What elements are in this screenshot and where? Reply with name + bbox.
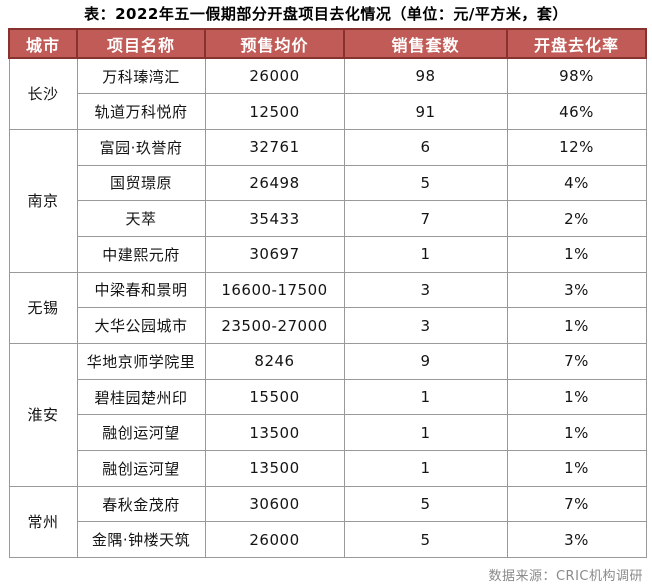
price-cell: 35433: [204, 200, 345, 237]
price-cell: 13500: [204, 450, 345, 487]
units-cell: 7: [343, 200, 508, 237]
rate-cell: 7%: [506, 343, 647, 380]
price-cell: 23500-27000: [204, 307, 345, 344]
city-cell: 南京: [8, 128, 78, 273]
table-row: 南京 富园·玖誉府 32761 6 12%: [8, 128, 647, 273]
units-cell: 5: [343, 521, 508, 559]
units-cell: 3: [343, 307, 508, 344]
table-row: 中建熙元府 30697 1 1%: [9, 235, 647, 273]
table-row: 国贸璟原 26498 5 4%: [9, 164, 647, 202]
rate-cell: 12%: [506, 128, 647, 166]
rate-cell: 1%: [506, 450, 647, 487]
units-cell: 1: [343, 450, 508, 487]
table-row: 长沙 万科瑧湾汇 26000 98 98%: [8, 57, 647, 130]
price-cell: 30697: [204, 235, 345, 273]
rate-cell: 7%: [506, 485, 647, 523]
project-name-cell: 金隅·钟楼天筑: [76, 521, 206, 559]
rate-cell: 1%: [506, 378, 647, 416]
units-cell: 3: [343, 271, 508, 309]
project-name-cell: 国贸璟原: [76, 164, 206, 202]
table-row: 无锡 中梁春和景明 16600-17500 3 3%: [8, 271, 647, 345]
price-cell: 13500: [204, 414, 345, 452]
project-name-cell: 轨道万科悦府: [76, 93, 206, 130]
city-cell: 常州: [8, 485, 78, 559]
price-cell: 16600-17500: [204, 271, 345, 309]
rate-cell: 4%: [506, 164, 647, 202]
table-row: 金隅·钟楼天筑 26000 5 3%: [9, 521, 647, 559]
table-row: 天萃 35433 7 2%: [9, 200, 647, 237]
column-header-rate: 开盘去化率: [506, 28, 647, 59]
price-cell: 26000: [204, 57, 345, 95]
project-name-cell: 融创运河望: [76, 450, 206, 487]
data-source: 数据来源：CRIC机构调研: [488, 569, 643, 585]
column-header-price: 预售均价: [204, 28, 345, 59]
opening-projects-table: 城市 项目名称 预售均价 销售套数 开盘去化率 长沙 万科瑧湾汇 26000 9…: [8, 28, 647, 559]
price-cell: 30600: [204, 485, 345, 523]
price-cell: 26000: [204, 521, 345, 559]
table-title: 表：2022年五一假期部分开盘项目去化情况（单位：元/平方米，套）: [84, 5, 568, 23]
column-header-city: 城市: [8, 28, 78, 59]
units-cell: 1: [343, 378, 508, 416]
project-name-cell: 万科瑧湾汇: [76, 57, 206, 95]
project-name-cell: 大华公园城市: [76, 307, 206, 344]
table-header-row: 城市 项目名称 预售均价 销售套数 开盘去化率: [8, 28, 647, 59]
city-cell: 无锡: [8, 271, 78, 345]
project-name-cell: 富园·玖誉府: [76, 128, 206, 166]
table-row: 轨道万科悦府 12500 91 46%: [9, 93, 647, 130]
city-cell: 淮安: [8, 343, 78, 487]
column-header-units: 销售套数: [343, 28, 508, 59]
units-cell: 6: [343, 128, 508, 166]
column-header-project: 项目名称: [76, 28, 206, 59]
table-row: 常州 春秋金茂府 30600 5 7%: [8, 485, 647, 559]
units-cell: 1: [343, 414, 508, 452]
rate-cell: 46%: [506, 93, 647, 130]
price-cell: 15500: [204, 378, 345, 416]
table-row: 融创运河望 13500 1 1%: [9, 414, 647, 452]
city-cell: 长沙: [8, 57, 78, 130]
units-cell: 5: [343, 485, 508, 523]
rate-cell: 1%: [506, 235, 647, 273]
project-name-cell: 中梁春和景明: [76, 271, 206, 309]
price-cell: 12500: [204, 93, 345, 130]
table-row: 碧桂园楚州印 15500 1 1%: [9, 378, 647, 416]
rate-cell: 2%: [506, 200, 647, 237]
project-name-cell: 融创运河望: [76, 414, 206, 452]
table-row: 大华公园城市 23500-27000 3 1%: [9, 307, 647, 344]
project-name-cell: 碧桂园楚州印: [76, 378, 206, 416]
rate-cell: 1%: [506, 307, 647, 344]
table-row: 融创运河望 13500 1 1%: [9, 450, 647, 487]
units-cell: 9: [343, 343, 508, 380]
price-cell: 8246: [204, 343, 345, 380]
rate-cell: 3%: [506, 521, 647, 559]
project-name-cell: 中建熙元府: [76, 235, 206, 273]
project-name-cell: 春秋金茂府: [76, 485, 206, 523]
rate-cell: 98%: [506, 57, 647, 95]
units-cell: 5: [343, 164, 508, 202]
rate-cell: 1%: [506, 414, 647, 452]
price-cell: 32761: [204, 128, 345, 166]
units-cell: 91: [343, 93, 508, 130]
price-cell: 26498: [204, 164, 345, 202]
rate-cell: 3%: [506, 271, 647, 309]
project-name-cell: 天萃: [76, 200, 206, 237]
project-name-cell: 华地京师学院里: [76, 343, 206, 380]
table-row: 淮安 华地京师学院里 8246 9 7%: [8, 343, 647, 487]
units-cell: 1: [343, 235, 508, 273]
units-cell: 98: [343, 57, 508, 95]
